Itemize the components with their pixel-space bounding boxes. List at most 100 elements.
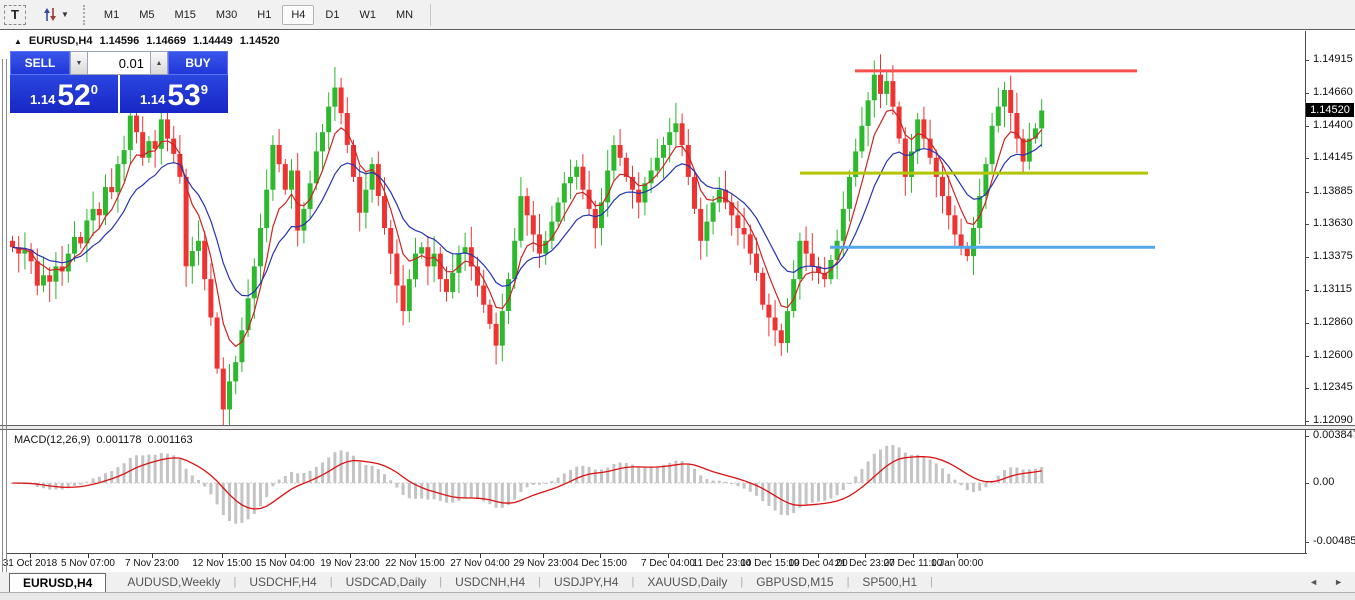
- candle-body: [760, 272, 766, 305]
- candlestick-plot[interactable]: [8, 31, 1305, 425]
- lot-increase-button[interactable]: ▲: [150, 51, 168, 75]
- macd-bar: [841, 483, 845, 491]
- tab-scroll-right-icon[interactable]: ►: [1334, 577, 1343, 587]
- candle-body: [78, 237, 84, 244]
- macd-bar: [476, 483, 479, 500]
- candle-body: [47, 275, 53, 282]
- macd-bottom-border: [6, 553, 1307, 554]
- chart-tabs: EURUSD,H4 AUDUSD,Weekly | USDCHF,H4 | USDCAD,…: [9, 572, 933, 592]
- tab-separator: |: [631, 576, 635, 588]
- macd-bar: [649, 467, 653, 483]
- candle-body: [202, 240, 208, 280]
- chart-tab-usdcad[interactable]: USDCAD,Daily: [345, 575, 427, 589]
- tab-scroll-left-icon[interactable]: ◄: [1309, 577, 1319, 587]
- chart-tab-audusd[interactable]: AUDUSD,Weekly: [127, 575, 221, 589]
- macd-bar: [240, 483, 244, 523]
- candle-body: [90, 208, 96, 221]
- time-tick: [865, 554, 866, 558]
- macd-bar: [73, 483, 76, 486]
- candle-body: [803, 240, 809, 254]
- candle-body: [518, 196, 524, 241]
- candle-body: [772, 317, 778, 331]
- macd-bar: [166, 453, 169, 483]
- macd-bar: [252, 483, 256, 514]
- macd-bar: [370, 465, 374, 483]
- macd-bar: [296, 473, 300, 483]
- text-label-tool-button[interactable]: T: [4, 4, 26, 25]
- symbol-period-label: EURUSD,H4: [28, 35, 93, 47]
- macd-bar: [637, 467, 641, 483]
- timeframe-button-m15[interactable]: M15: [165, 5, 204, 25]
- macd-bar: [922, 456, 926, 483]
- sell-button[interactable]: SELL: [10, 51, 70, 75]
- timeframe-button-m30[interactable]: M30: [207, 5, 246, 25]
- timeframe-button-mn[interactable]: MN: [387, 5, 422, 25]
- candle-body: [549, 221, 555, 241]
- macd-tick: [1305, 436, 1309, 437]
- panel-separator[interactable]: [0, 425, 1355, 430]
- chart-tab-sp500[interactable]: SP500,H1: [862, 575, 918, 589]
- macd-tick: [1305, 542, 1309, 543]
- timeframe-button-m5[interactable]: M5: [130, 5, 163, 25]
- macd-bar: [544, 483, 548, 484]
- candle-body: [909, 151, 914, 177]
- price-tick-label: 1.13115: [1313, 283, 1352, 295]
- candle-body: [375, 164, 381, 196]
- candle-body: [778, 330, 784, 344]
- candle-body: [444, 279, 449, 292]
- macd-bar: [674, 460, 678, 483]
- macd-bar: [705, 479, 709, 483]
- sell-price-pips: 52: [57, 79, 91, 112]
- macd-bar: [854, 476, 858, 483]
- macd-plot[interactable]: [8, 430, 1305, 553]
- sell-price-base: 1.14: [30, 92, 56, 107]
- time-tick: [415, 554, 416, 558]
- candle-body: [493, 323, 499, 346]
- candle-body: [586, 189, 592, 209]
- candle-body: [989, 125, 995, 165]
- macd-bar: [879, 449, 882, 483]
- time-tick-label: 29 Nov 23:00: [513, 558, 573, 569]
- macd-bar: [482, 483, 486, 502]
- chart-tab-gbpusd[interactable]: GBPUSD,M15: [756, 575, 834, 589]
- macd-bar: [575, 466, 579, 483]
- chart-tab-usdcnh[interactable]: USDCNH,H4: [455, 575, 526, 589]
- buy-price-base: 1.14: [140, 92, 166, 107]
- candle-body: [524, 196, 530, 216]
- tab-separator: |: [930, 576, 933, 588]
- candle-body: [16, 247, 22, 254]
- lot-size-input[interactable]: 0.01: [88, 51, 150, 75]
- chart-tab-usdjpy[interactable]: USDJPY,H4: [553, 575, 619, 589]
- lot-decrease-button[interactable]: ▼: [70, 51, 88, 75]
- macd-bar: [104, 473, 107, 483]
- timeframe-button-m1[interactable]: M1: [95, 5, 128, 25]
- macd-bar: [538, 483, 541, 485]
- arrows-tool-button[interactable]: ▼: [38, 5, 73, 24]
- macd-bar: [556, 477, 560, 483]
- macd-bar: [271, 483, 275, 487]
- buy-button[interactable]: BUY: [168, 51, 228, 75]
- candle-body: [1026, 138, 1032, 162]
- macd-bar: [736, 483, 740, 487]
- chevron-down-icon: ▼: [61, 10, 69, 19]
- macd-bar: [668, 462, 672, 483]
- timeframe-button-h1[interactable]: H1: [248, 5, 280, 25]
- chart-tab-xauusd[interactable]: XAUUSD,Daily: [647, 575, 728, 589]
- candle-body: [158, 119, 164, 149]
- candle-body: [741, 228, 747, 235]
- time-tick: [543, 554, 544, 558]
- buy-price-point: 9: [200, 82, 208, 97]
- timeframe-button-h4[interactable]: H4: [282, 4, 315, 25]
- time-tick-label: 4 Dec 15:00: [573, 558, 627, 569]
- candle-body: [165, 119, 170, 139]
- chart-tab-usdchf[interactable]: USDCHF,H4: [249, 575, 317, 589]
- time-tick-label: 1 Jan 00:00: [930, 558, 984, 569]
- chart-tab-eurusd[interactable]: EURUSD,H4: [9, 572, 107, 592]
- macd-bar: [66, 483, 70, 489]
- candle-body: [512, 240, 518, 280]
- sell-price-display[interactable]: 1.14 52 0: [10, 75, 118, 113]
- buy-price-display[interactable]: 1.14 53 9: [120, 75, 228, 113]
- timeframe-button-d1[interactable]: D1: [316, 5, 348, 25]
- timeframe-button-w1[interactable]: W1: [350, 5, 385, 25]
- candle-body: [580, 166, 586, 190]
